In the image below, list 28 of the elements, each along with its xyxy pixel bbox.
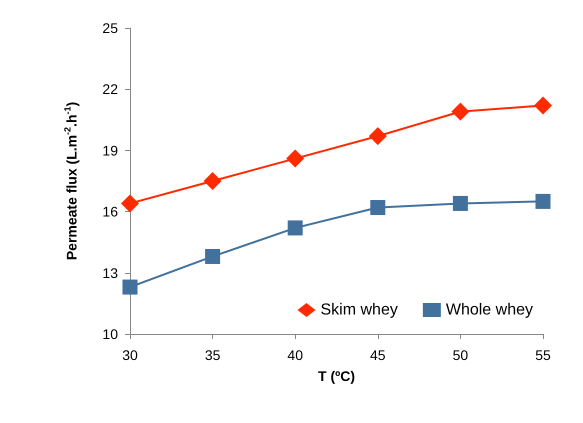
x-tick-label: 50 [452, 347, 468, 363]
x-tick-label: 45 [370, 347, 386, 363]
point [286, 150, 304, 168]
point [368, 127, 387, 146]
y-tick-label: 19 [102, 142, 118, 158]
legend-label: Skim whey [320, 302, 398, 318]
y-tick-label: 25 [102, 20, 118, 36]
y-tick-label: 16 [102, 204, 118, 220]
point [122, 280, 138, 295]
x-tick-label: 30 [122, 347, 138, 363]
y-tick-label: 13 [102, 264, 118, 281]
x-axis-title: T (ºC) [318, 368, 355, 384]
y-tick-label: 10 [102, 326, 118, 342]
x-tick-label: 40 [287, 347, 304, 363]
point [370, 200, 386, 216]
point [451, 102, 470, 121]
point [534, 96, 552, 115]
point [204, 172, 222, 190]
legend-label: Whole whey [446, 302, 534, 318]
point [205, 248, 220, 264]
x-tick-label: 55 [535, 347, 551, 363]
point [288, 220, 303, 236]
x-tick-label: 35 [204, 347, 221, 363]
y-axis-title: Permeate flux (L.m-2.h-1) [62, 102, 80, 260]
point [452, 196, 468, 211]
y-tick-label: 22 [102, 81, 118, 98]
point [121, 194, 139, 212]
point [536, 194, 550, 209]
